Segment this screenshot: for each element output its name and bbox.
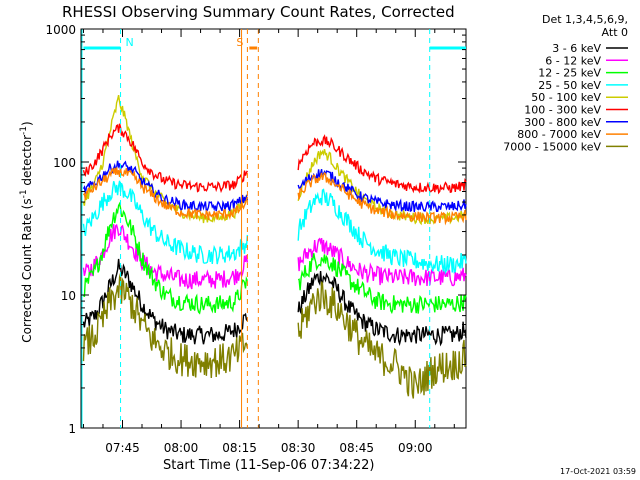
y-label-end: )	[20, 121, 34, 126]
legend-label-4: 25 - 50 keV	[538, 79, 601, 92]
legend-label-3: 12 - 25 keV	[538, 67, 601, 80]
series-line-6-1	[82, 123, 249, 194]
y-axis-label: Corrected Count Rate (s-1 detector-1)	[19, 121, 34, 342]
y-tick-label-2: 10	[61, 289, 76, 303]
legend-subtitle: Att 0	[602, 26, 628, 39]
x-tick-label-5: 08:45	[339, 441, 374, 455]
series-line-6-2	[297, 134, 467, 195]
y-label-mid: detector	[20, 135, 34, 190]
x-tick-label-3: 08:15	[222, 441, 257, 455]
legend-label-9: 7000 - 15000 keV	[503, 140, 601, 153]
series-line-3-2	[297, 253, 467, 315]
axis-layer: 07:45 08:00 08:15 08:30 08:45 09:00 1 10 100 1000	[45, 23, 466, 455]
y-label-sup2: -1	[19, 126, 29, 135]
legend-label-7: 300 - 800 keV	[524, 116, 601, 129]
series-line-4-2	[297, 188, 467, 275]
series-line-9-2	[297, 281, 467, 399]
y-tick-label-4: 1000	[45, 23, 76, 37]
series-line-2-2	[297, 237, 467, 287]
series-line-7-1	[82, 160, 249, 214]
annotation-label-1: N	[126, 36, 134, 49]
series-line-3-1	[82, 201, 249, 315]
legend-label-6: 100 - 300 keV	[524, 104, 601, 117]
y-label-main: Corrected Count Rate (s	[20, 198, 34, 342]
svg-text:Corrected Count Rate (s-1 dete: Corrected Count Rate (s-1 detector-1)	[19, 121, 34, 342]
x-tick-label-4: 08:30	[281, 441, 316, 455]
legend-title: Det 1,3,4,5,6,9,	[542, 13, 628, 26]
x-tick-label-1: 07:45	[105, 441, 140, 455]
chart-title: RHESSI Observing Summary Count Rates, Co…	[62, 3, 455, 21]
y-label-sup1: -1	[19, 189, 29, 198]
series-line-1-1	[82, 258, 248, 345]
legend-label-2: 6 - 12 keV	[545, 54, 601, 67]
y-tick-label-3: 100	[53, 156, 76, 170]
plot-area	[82, 94, 467, 399]
x-tick-label-2: 08:00	[164, 441, 199, 455]
annotation-label-3: S	[236, 36, 243, 49]
series-line-9-1	[82, 273, 249, 379]
legend-label-5: 50 - 100 keV	[531, 91, 601, 104]
series-line-2-1	[82, 223, 249, 290]
footer-timestamp: 17-Oct-2021 03:59	[560, 467, 636, 476]
legend-label-8: 800 - 7000 keV	[517, 128, 601, 141]
series-line-4-1	[82, 180, 249, 265]
plot-frame	[80, 28, 467, 429]
series-line-8-1	[82, 167, 249, 221]
x-tick-label-6: 09:00	[398, 441, 433, 455]
y-tick-label-1: 1	[68, 422, 76, 436]
series-line-7-2	[297, 169, 467, 213]
series-line-8-2	[297, 172, 467, 226]
x-axis-label: Start Time (11-Sep-06 07:34:22)	[163, 458, 374, 473]
legend-label-1: 3 - 6 keV	[552, 42, 601, 55]
series-line-1-2	[297, 271, 467, 347]
